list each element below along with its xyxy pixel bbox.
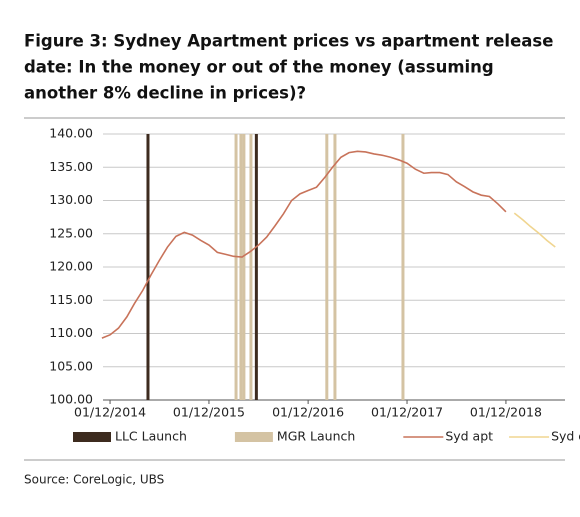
x-tick-label: 01/12/2015	[173, 405, 245, 420]
chart-title: another 8% decline in prices)?	[24, 84, 306, 103]
y-tick-label: 115.00	[49, 292, 93, 307]
y-tick-label: 105.00	[49, 358, 93, 373]
line	[101, 150, 507, 339]
legend-label: MGR Launch	[277, 429, 355, 444]
y-tick-label: 110.00	[49, 325, 93, 340]
y-tick-label: 135.00	[49, 159, 93, 174]
legend-swatch	[234, 432, 273, 442]
y-tick-label: 130.00	[49, 192, 93, 207]
y-tick-label: 140.00	[49, 126, 93, 141]
x-tick-label: 01/12/2016	[272, 405, 344, 420]
line	[513, 212, 556, 248]
x-tick-label: 01/12/2014	[74, 405, 146, 420]
legend-label: Syd apt	[445, 429, 493, 444]
x-tick-label: 01/12/2017	[371, 405, 443, 420]
chart-title: Figure 3: Sydney Apartment prices vs apa…	[24, 32, 553, 51]
legend-label: Syd est	[551, 429, 580, 444]
legend-swatch	[73, 432, 111, 442]
chart-title: date: In the money or out of the money (…	[24, 58, 494, 77]
legend-label: LLC Launch	[115, 429, 187, 444]
y-tick-label: 120.00	[49, 259, 93, 274]
y-tick-label: 100.00	[49, 392, 93, 407]
y-tick-label: 125.00	[49, 225, 93, 240]
source: Source: CoreLogic, UBS	[24, 473, 164, 487]
x-tick-label: 01/12/2018	[470, 405, 542, 420]
